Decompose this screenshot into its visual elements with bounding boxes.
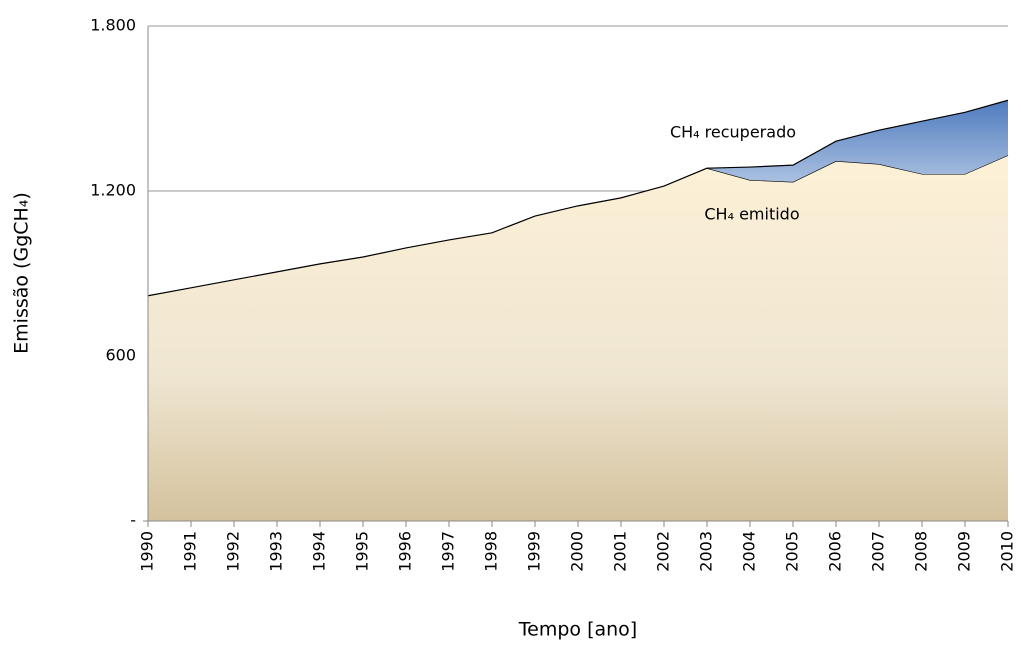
x-tick-label: 1993 — [267, 531, 286, 572]
x-tick-label: 2002 — [654, 531, 673, 572]
x-tick-label: 1990 — [138, 531, 157, 572]
x-tick-label: 2010 — [998, 531, 1017, 572]
area — [148, 155, 1008, 521]
x-tick-label: 2005 — [783, 531, 802, 572]
area — [707, 100, 1008, 182]
area-outline — [147, 154, 1009, 297]
x-tick-label: 1992 — [224, 531, 243, 572]
x-tick-label: 1999 — [525, 531, 544, 572]
x-tick-label: 1997 — [439, 531, 458, 572]
x-tick-label: 1994 — [310, 531, 329, 572]
series-label: CH₄ emitido — [704, 205, 799, 224]
x-tick-label: 2004 — [740, 531, 759, 572]
x-tick-label: 2008 — [912, 531, 931, 572]
x-tick-label: 1991 — [181, 531, 200, 572]
x-tick-label: 2001 — [611, 531, 630, 572]
series-label: CH₄ recuperado — [670, 123, 796, 142]
x-tick-label: 1996 — [396, 531, 415, 572]
x-tick-label: 2009 — [955, 531, 974, 572]
x-tick-label: 2006 — [826, 531, 845, 572]
y-tick-label: 1.800 — [90, 16, 136, 35]
y-tick-label: 600 — [105, 346, 136, 365]
x-tick-label: 2000 — [568, 531, 587, 572]
y-tick-label: - — [130, 511, 136, 530]
x-axis-title: Tempo [ano] — [518, 619, 637, 641]
y-axis-title: Emissão (GgCH₄) — [11, 192, 33, 354]
x-tick-label: 2007 — [869, 531, 888, 572]
x-tick-label: 1995 — [353, 531, 372, 572]
area-outline — [706, 99, 1009, 169]
y-tick-label: 1.200 — [90, 181, 136, 200]
x-tick-label: 2003 — [697, 531, 716, 572]
x-tick-label: 1998 — [482, 531, 501, 572]
